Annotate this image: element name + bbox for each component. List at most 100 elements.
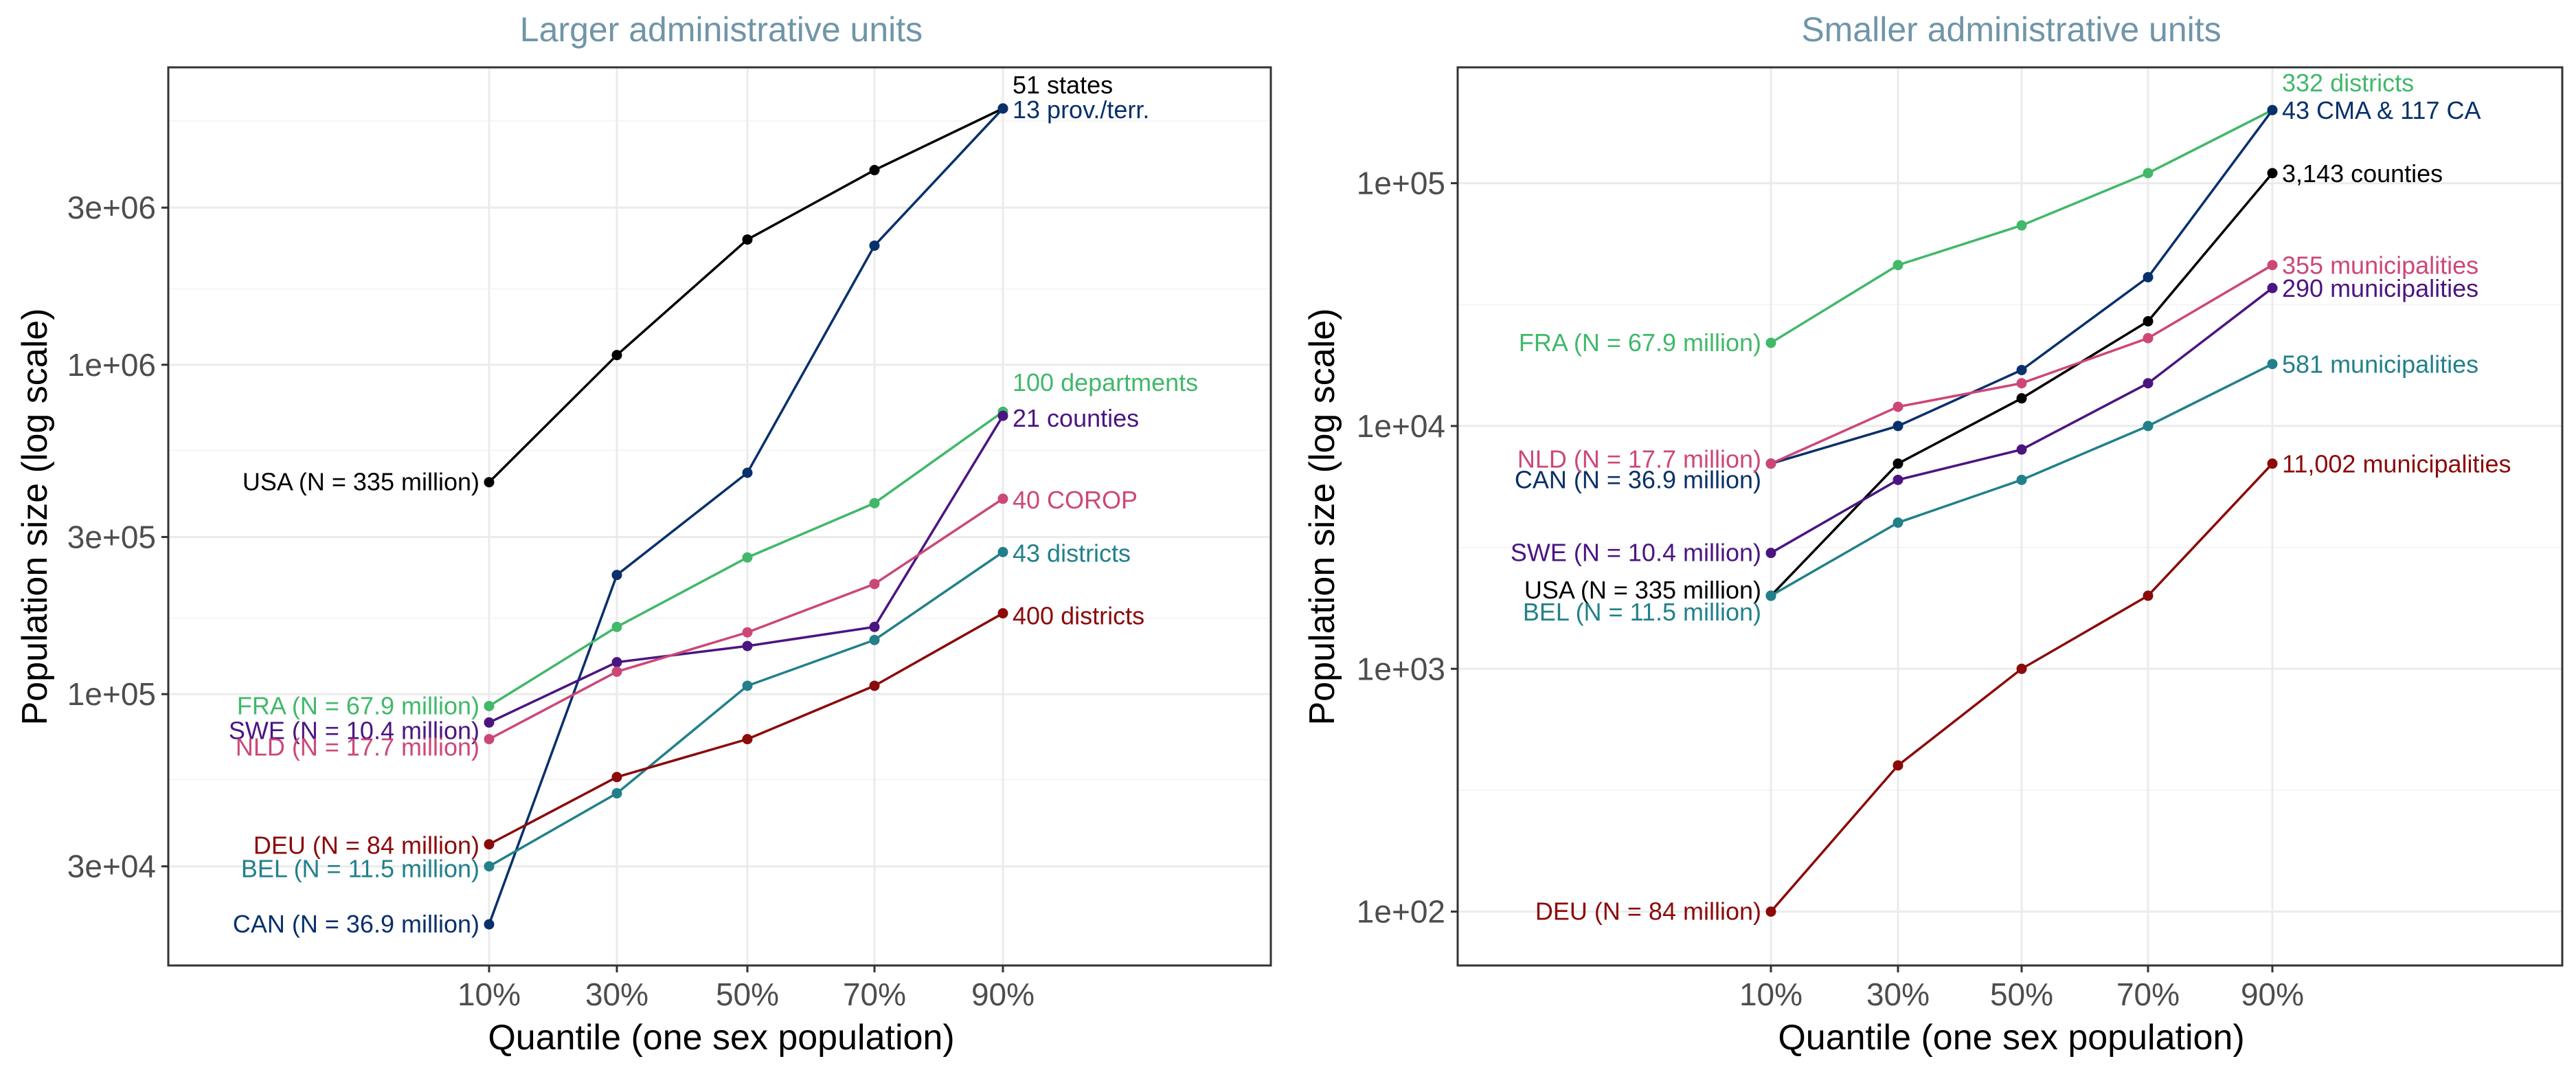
data-point <box>2016 365 2027 376</box>
chart-smaller-units: Smaller administrative units FRA (N = 67… <box>1302 10 2564 1058</box>
data-point <box>484 477 495 488</box>
x-tick-label: 70% <box>843 976 906 1012</box>
series-group: FRA (N = 67.9 million) 100 departments <box>237 368 1198 719</box>
data-point <box>869 634 880 645</box>
data-point <box>2267 458 2278 469</box>
x-tick-label: 50% <box>1990 976 2053 1012</box>
series-start-label: NLD (N = 17.7 million) <box>236 733 479 761</box>
series-end-label: 355 municipalities <box>2282 252 2478 280</box>
series-end-label: 21 counties <box>1013 404 1139 432</box>
series-end-label: 100 departments <box>1013 368 1198 397</box>
data-point <box>611 788 622 799</box>
data-point <box>2143 590 2154 601</box>
series-end-label: 43 districts <box>1013 539 1131 567</box>
data-point <box>742 627 753 638</box>
data-point <box>2143 421 2154 432</box>
data-point <box>1893 760 1903 771</box>
data-point <box>611 657 622 668</box>
data-point <box>742 552 753 563</box>
series-group: SWE (N = 10.4 million) 290 municipalities <box>1511 274 2478 567</box>
series-start-label: DEU (N = 84 million) <box>1535 897 1761 926</box>
data-point <box>611 772 622 783</box>
series-start-label: USA (N = 335 million) <box>242 468 479 496</box>
data-point <box>997 546 1008 557</box>
y-tick-label: 1e+02 <box>1357 894 1445 930</box>
data-point <box>2267 104 2278 115</box>
series-end-label: 40 COROP <box>1013 486 1138 514</box>
data-point <box>2016 474 2027 485</box>
series-start-label: USA (N = 335 million) <box>1524 576 1761 604</box>
series-start-label: SWE (N = 10.4 million) <box>229 716 479 744</box>
data-point <box>611 570 622 581</box>
series-end-label: 11,002 municipalities <box>2282 450 2511 478</box>
series-group: CAN (N = 36.9 million) 13 prov./terr. <box>233 96 1150 938</box>
series-end-label: 3,143 counties <box>2282 159 2443 188</box>
data-point <box>1893 260 1903 271</box>
data-point <box>2143 271 2154 282</box>
y-tick-label: 1e+06 <box>67 347 156 383</box>
series-group: BEL (N = 11.5 million) 581 municipalities <box>1523 350 2478 626</box>
series-start-label: BEL (N = 11.5 million) <box>241 855 479 883</box>
data-point <box>869 498 880 509</box>
data-point <box>484 700 495 711</box>
data-point <box>2143 333 2154 344</box>
data-point <box>2143 378 2154 389</box>
data-point <box>869 165 880 176</box>
y-axis-title: Population size (log scale) <box>1302 309 1342 726</box>
data-point <box>2016 444 2027 455</box>
data-point <box>611 350 622 361</box>
series-group: CAN (N = 36.9 million) 43 CMA & 117 CA <box>1515 96 2481 493</box>
data-point <box>742 467 753 478</box>
series-start-label: FRA (N = 67.9 million) <box>1519 328 1761 357</box>
series-group: DEU (N = 84 million) 400 districts <box>253 601 1144 859</box>
series-group: DEU (N = 84 million) 11,002 municipalitie… <box>1535 450 2511 926</box>
series-group: USA (N = 335 million) 3,143 counties <box>1524 159 2443 604</box>
panel-title: Larger administrative units <box>520 10 923 49</box>
data-point <box>742 734 753 745</box>
data-point <box>2016 220 2027 231</box>
x-tick-label: 30% <box>585 976 648 1012</box>
series-end-label: 51 states <box>1013 71 1113 99</box>
series-end-label: 43 CMA & 117 CA <box>2282 96 2481 124</box>
series-start-label: NLD (N = 17.7 million) <box>1517 445 1761 473</box>
data-point <box>2143 168 2154 179</box>
data-point <box>2267 282 2278 293</box>
series-start-label: SWE (N = 10.4 million) <box>1511 539 1761 567</box>
data-point <box>484 839 495 850</box>
x-tick-label: 70% <box>2116 976 2180 1012</box>
data-point <box>1893 474 1903 485</box>
data-point <box>1765 337 1776 348</box>
data-point <box>2016 393 2027 404</box>
data-point <box>484 919 495 930</box>
plot-panel-border <box>167 66 1272 967</box>
data-point <box>484 861 495 872</box>
y-tick-label: 1e+04 <box>1357 408 1445 444</box>
series-group: USA (N = 335 million) 51 states <box>242 71 1113 496</box>
data-point <box>2143 316 2154 327</box>
x-tick-label: 10% <box>1739 976 1803 1012</box>
x-tick-label: 90% <box>2241 976 2304 1012</box>
data-point <box>611 621 622 632</box>
series-end-label: 290 municipalities <box>2282 274 2478 302</box>
series-group: NLD (N = 17.7 million) 355 municipalities <box>1517 252 2478 473</box>
series-group: NLD (N = 17.7 million) 40 COROP <box>236 486 1138 761</box>
series-end-label: 581 municipalities <box>2282 350 2478 379</box>
series-end-label: 332 districts <box>2282 69 2414 97</box>
data-point <box>869 240 880 251</box>
y-tick-label: 3e+05 <box>67 519 156 555</box>
series-group: FRA (N = 67.9 million) 332 districts <box>1519 69 2414 357</box>
x-tick-label: 30% <box>1866 976 1930 1012</box>
data-point <box>742 234 753 245</box>
gridlines <box>168 67 1271 965</box>
data-point <box>2016 663 2027 674</box>
data-point <box>2267 260 2278 271</box>
axis-ticks: 1e+02 1e+03 1e+04 1e+05 10% 30% 50% 70% 90% <box>1357 166 2304 1012</box>
plot-panel-border <box>1456 66 2564 967</box>
gridlines <box>1458 67 2562 965</box>
data-point <box>2267 359 2278 370</box>
data-point <box>1765 590 1776 601</box>
x-axis-title: Quantile (one sex population) <box>488 1018 954 1058</box>
